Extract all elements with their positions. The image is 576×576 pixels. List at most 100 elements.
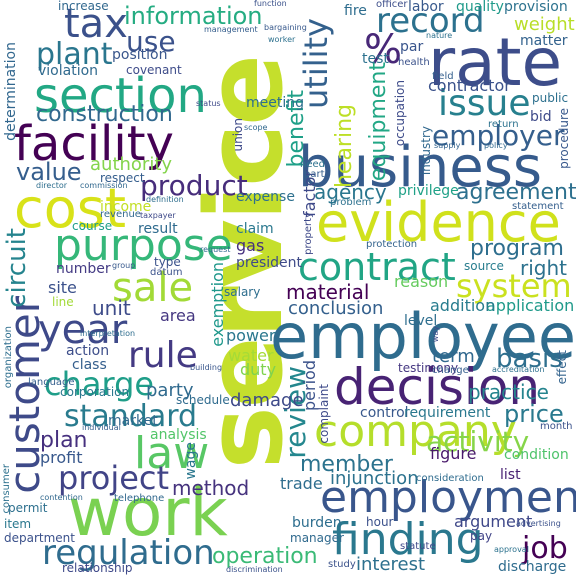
- word-privilege: privilege: [398, 183, 459, 199]
- word-pay: pay: [470, 529, 493, 543]
- word-union: union: [231, 118, 245, 152]
- word-condition: condition: [504, 447, 569, 463]
- word-relationship: relationship: [62, 561, 133, 575]
- word-job: job: [522, 531, 568, 566]
- word-exemption: exemption: [208, 262, 227, 347]
- word-employment: employment: [320, 472, 576, 523]
- word-member: member: [300, 452, 393, 477]
- word-manager: manager: [290, 531, 344, 545]
- word-part: part: [304, 169, 325, 180]
- word-supply: supply: [434, 141, 461, 150]
- word-determination: determination: [3, 42, 19, 141]
- word-finding: finding: [332, 514, 484, 565]
- word-wage: wage: [183, 442, 199, 480]
- word-request: request: [200, 245, 231, 254]
- word-discrimination: discrimination: [226, 565, 283, 574]
- word-injunction: injunction: [330, 468, 419, 489]
- word-unit: unit: [92, 296, 131, 320]
- word-period: period: [300, 360, 319, 411]
- word-facility: facility: [14, 116, 174, 172]
- word-hearing: hearing: [332, 104, 357, 189]
- word-status: status: [196, 99, 221, 108]
- word-argument: argument: [454, 512, 533, 531]
- word-basis: basis: [496, 344, 563, 374]
- word-year: year: [38, 307, 128, 353]
- word-permit: permit: [8, 501, 48, 515]
- word-violation: violation: [38, 63, 99, 79]
- word-authority: authority: [90, 154, 173, 175]
- word-price: price: [504, 400, 564, 428]
- word-corporation: corporation: [60, 385, 130, 399]
- word-statute: statute: [400, 541, 436, 552]
- word-interest: interest: [356, 554, 426, 575]
- word-company: company: [314, 406, 517, 457]
- word-party: party: [146, 380, 194, 401]
- word-type: type: [154, 255, 181, 269]
- word-par: par: [400, 39, 424, 55]
- word-study: study: [328, 559, 356, 570]
- word-accreditation: accreditation: [492, 365, 545, 374]
- word-requirement: requirement: [404, 405, 491, 421]
- word-position: position: [112, 47, 168, 63]
- word-matter: matter: [520, 33, 568, 49]
- word-work: work: [68, 474, 228, 551]
- word-change: change: [432, 365, 469, 376]
- word-meeting: meeting: [246, 95, 305, 111]
- word-program: program: [470, 236, 564, 261]
- word-project: project: [58, 459, 170, 497]
- word-worker: worker: [268, 35, 296, 44]
- word-control: control: [360, 405, 409, 421]
- word-need: need: [300, 159, 325, 170]
- word-level: level: [404, 313, 438, 329]
- word-operation: operation: [212, 544, 318, 569]
- word-respect: respect: [100, 171, 145, 185]
- word-site: site: [48, 278, 77, 297]
- word-decision: decision: [334, 358, 541, 416]
- word-source: source: [464, 259, 504, 273]
- word-covenant: covenant: [126, 63, 182, 77]
- word-contention: contention: [40, 493, 83, 502]
- word-section: section: [34, 68, 207, 124]
- word-function: function: [254, 0, 287, 8]
- word-schedule: schedule: [176, 393, 230, 407]
- word-datum: datum: [150, 267, 183, 278]
- word-organization: organization: [3, 326, 14, 389]
- word-president: president: [236, 255, 302, 271]
- word-power: power: [226, 326, 276, 345]
- word-regulation: regulation: [42, 533, 215, 573]
- word-class: class: [72, 357, 107, 373]
- word-protection: protection: [366, 239, 418, 250]
- word-nature: nature: [426, 31, 453, 40]
- word-information: information: [124, 2, 263, 30]
- word-plant: plant: [36, 37, 113, 72]
- word-discharge: discharge: [498, 559, 567, 575]
- word-industry: industry: [419, 126, 433, 176]
- word-test: test: [362, 51, 389, 67]
- word-definition: definition: [146, 195, 184, 204]
- word-reason: reason: [394, 272, 449, 291]
- word-expense: expense: [236, 189, 295, 205]
- word-taxpayer: taxpayer: [140, 211, 176, 220]
- word-issue: issue: [438, 83, 531, 124]
- word-officer: officer: [376, 0, 408, 10]
- word-addition: addition: [430, 296, 496, 315]
- word-burden: burden: [292, 515, 342, 531]
- word-property: property: [303, 212, 314, 255]
- word-group: group: [112, 261, 136, 270]
- word-procedure: procedure: [557, 108, 571, 169]
- word-department: department: [4, 531, 75, 545]
- word-use: use: [126, 25, 176, 58]
- word-material: material: [286, 280, 370, 304]
- word-weight: weight: [514, 14, 575, 35]
- word-management: management: [204, 25, 258, 34]
- word-director: director: [36, 181, 68, 190]
- word-plan: plan: [40, 428, 88, 453]
- word-public: public: [532, 91, 569, 105]
- word-telephone: telephone: [114, 493, 165, 504]
- word-value: value: [16, 158, 82, 186]
- word-cost: cost: [14, 177, 127, 240]
- word-purpose: purpose: [54, 220, 233, 271]
- word-employer: employer: [432, 119, 565, 152]
- word-conclusion: conclusion: [288, 298, 384, 319]
